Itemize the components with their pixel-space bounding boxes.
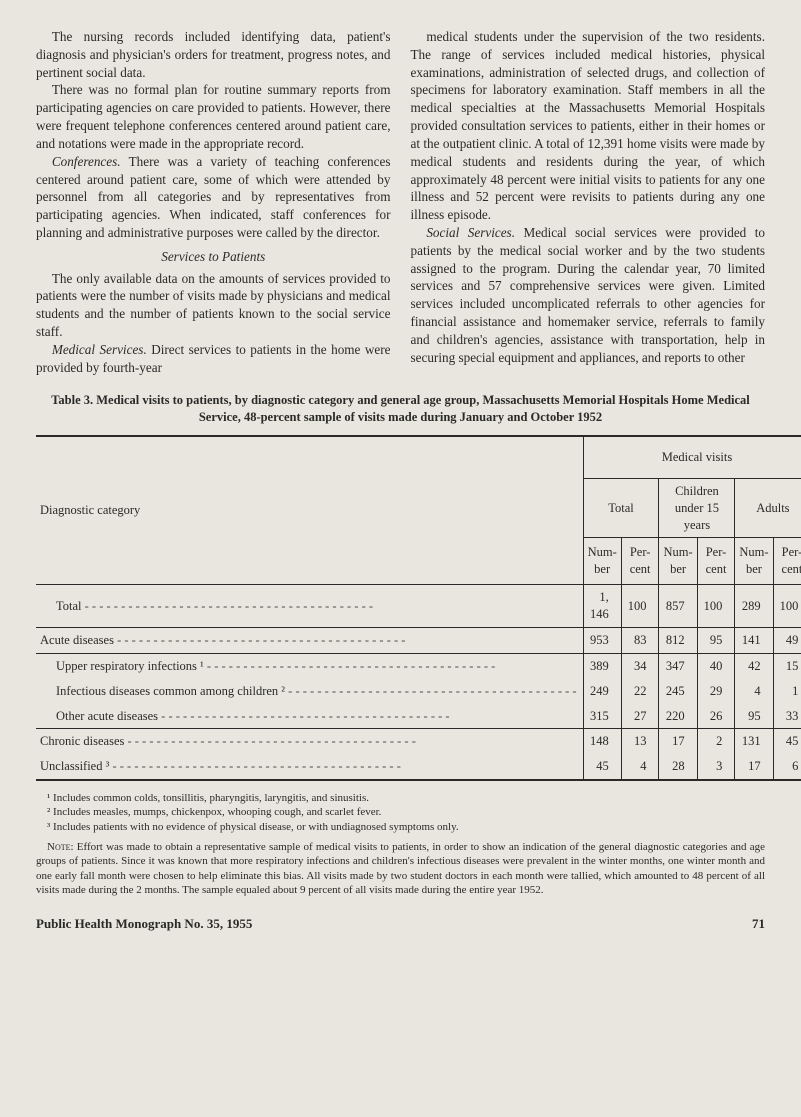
- row-label: Unclassified ³ - - - - - - - - - - - - -…: [36, 754, 583, 780]
- data-cell: 249: [583, 679, 621, 704]
- data-cell: 17: [659, 729, 697, 754]
- footnote: ³ Includes patients with no evidence of …: [36, 820, 765, 834]
- group-header: Total: [583, 478, 659, 538]
- data-cell: 389: [583, 653, 621, 678]
- data-cell: 29: [697, 679, 735, 704]
- data-cell: 100: [621, 585, 659, 628]
- paragraph-text: Medical social services were provided to…: [411, 225, 766, 365]
- footnote: ¹ Includes common colds, tonsillitis, ph…: [36, 791, 765, 805]
- paragraph: medical students under the supervision o…: [411, 28, 766, 224]
- data-cell: 34: [621, 653, 659, 678]
- row-header: Diagnostic category: [36, 436, 583, 585]
- data-cell: 15: [773, 653, 801, 678]
- row-label: Other acute diseases - - - - - - - - - -…: [36, 704, 583, 729]
- run-in-heading: Conferences.: [52, 154, 121, 169]
- table-row: Unclassified ³ - - - - - - - - - - - - -…: [36, 754, 801, 780]
- section-heading: Services to Patients: [36, 248, 391, 266]
- data-cell: 40: [697, 653, 735, 678]
- data-cell: 100: [773, 585, 801, 628]
- table-row: Infectious diseases common among childre…: [36, 679, 801, 704]
- data-cell: 4: [621, 754, 659, 780]
- paragraph: The nursing records included identifying…: [36, 28, 391, 81]
- row-label: Chronic diseases - - - - - - - - - - - -…: [36, 729, 583, 754]
- data-cell: 3: [697, 754, 735, 780]
- paragraph: The only available data on the amounts o…: [36, 270, 391, 341]
- data-cell: 26: [697, 704, 735, 729]
- paragraph: Medical Services. Direct services to pat…: [36, 341, 391, 377]
- data-cell: 95: [697, 627, 735, 653]
- run-in-heading: Social Services.: [426, 225, 515, 240]
- row-label: Infectious diseases common among childre…: [36, 679, 583, 704]
- data-cell: 27: [621, 704, 659, 729]
- data-cell: 13: [621, 729, 659, 754]
- note-lead: Note:: [47, 841, 74, 853]
- sub-header: Per- cent: [697, 538, 735, 585]
- spanner-header: Medical visits: [583, 436, 801, 478]
- data-cell: 347: [659, 653, 697, 678]
- data-cell: 100: [697, 585, 735, 628]
- footnotes: ¹ Includes common colds, tonsillitis, ph…: [36, 791, 765, 834]
- footnote: ² Includes measles, mumps, chickenpox, w…: [36, 805, 765, 819]
- page-number: 71: [752, 915, 765, 933]
- paragraph: There was no formal plan for routine sum…: [36, 81, 391, 152]
- data-cell: 83: [621, 627, 659, 653]
- data-cell: 2: [697, 729, 735, 754]
- paragraph: Conferences. There was a variety of teac…: [36, 153, 391, 242]
- sub-header: Per- cent: [773, 538, 801, 585]
- row-label: Upper respiratory infections ¹ - - - - -…: [36, 653, 583, 678]
- table-caption: Table 3. Medical visits to patients, by …: [36, 392, 765, 425]
- row-label: Total - - - - - - - - - - - - - - - - - …: [36, 585, 583, 628]
- body-columns: The nursing records included identifying…: [36, 28, 765, 376]
- data-cell: 220: [659, 704, 697, 729]
- data-cell: 28: [659, 754, 697, 780]
- data-cell: 131: [735, 729, 773, 754]
- table-row: Acute diseases - - - - - - - - - - - - -…: [36, 627, 801, 653]
- data-cell: 857: [659, 585, 697, 628]
- sub-header: Per- cent: [621, 538, 659, 585]
- data-cell: 812: [659, 627, 697, 653]
- group-header: Adults: [735, 478, 801, 538]
- data-table: Diagnostic category Medical visits Total…: [36, 435, 801, 781]
- data-cell: 17: [735, 754, 773, 780]
- data-cell: 245: [659, 679, 697, 704]
- note-body: Effort was made to obtain a representati…: [36, 841, 765, 896]
- right-column: medical students under the supervision o…: [411, 28, 766, 376]
- paragraph: Social Services. Medical social services…: [411, 224, 766, 367]
- data-cell: 148: [583, 729, 621, 754]
- left-column: The nursing records included identifying…: [36, 28, 391, 376]
- data-cell: 315: [583, 704, 621, 729]
- data-cell: 42: [735, 653, 773, 678]
- table-row: Chronic diseases - - - - - - - - - - - -…: [36, 729, 801, 754]
- footer-publication: Public Health Monograph No. 35, 1955: [36, 915, 252, 933]
- data-cell: 33: [773, 704, 801, 729]
- table-row: Total - - - - - - - - - - - - - - - - - …: [36, 585, 801, 628]
- data-cell: 953: [583, 627, 621, 653]
- data-cell: 1: [773, 679, 801, 704]
- table-row: Upper respiratory infections ¹ - - - - -…: [36, 653, 801, 678]
- sub-header: Num- ber: [659, 538, 697, 585]
- data-cell: 6: [773, 754, 801, 780]
- data-cell: 1, 146: [583, 585, 621, 628]
- data-cell: 49: [773, 627, 801, 653]
- table-row: Other acute diseases - - - - - - - - - -…: [36, 704, 801, 729]
- data-cell: 95: [735, 704, 773, 729]
- sub-header: Num- ber: [583, 538, 621, 585]
- page-footer: Public Health Monograph No. 35, 1955 71: [36, 915, 765, 933]
- group-header: Children under 15 years: [659, 478, 735, 538]
- data-cell: 289: [735, 585, 773, 628]
- table-note: Note: Effort was made to obtain a repres…: [36, 840, 765, 897]
- run-in-heading: Medical Services.: [52, 342, 147, 357]
- data-cell: 45: [583, 754, 621, 780]
- row-label: Acute diseases - - - - - - - - - - - - -…: [36, 627, 583, 653]
- data-cell: 45: [773, 729, 801, 754]
- sub-header: Num- ber: [735, 538, 773, 585]
- data-cell: 141: [735, 627, 773, 653]
- data-cell: 22: [621, 679, 659, 704]
- data-cell: 4: [735, 679, 773, 704]
